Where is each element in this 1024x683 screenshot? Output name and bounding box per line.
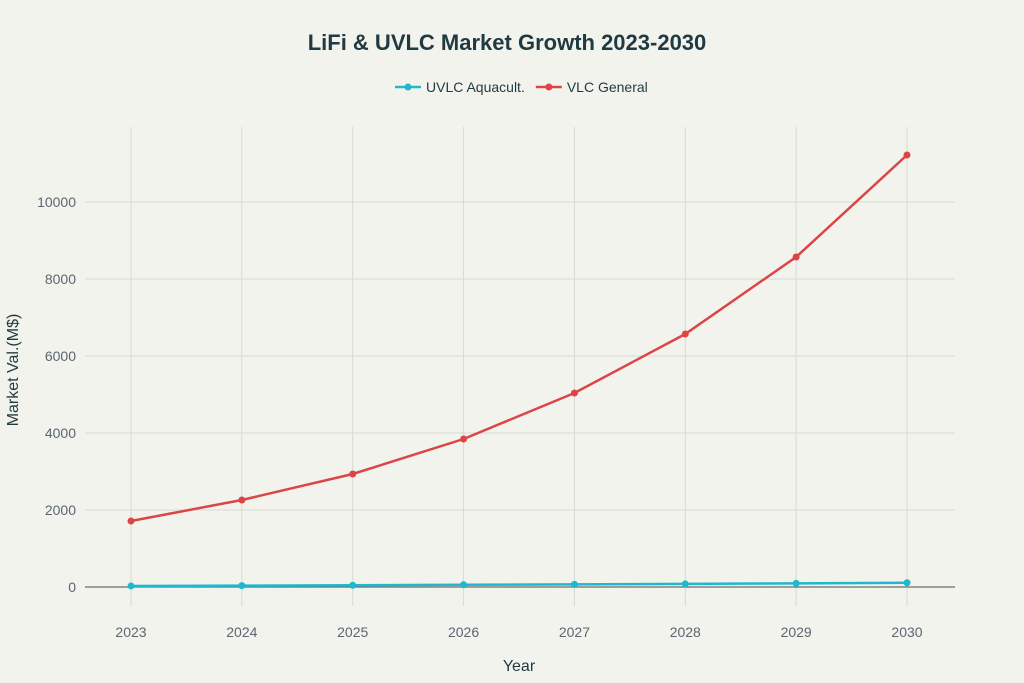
data-point	[127, 517, 135, 525]
data-point	[792, 579, 800, 587]
series-line-1	[130, 154, 908, 523]
data-point	[349, 470, 357, 478]
x-tick-label: 2027	[559, 624, 590, 640]
legend-marker	[404, 83, 412, 91]
grid	[85, 127, 955, 606]
legend-marker	[545, 83, 553, 91]
x-tick-label: 2025	[337, 624, 368, 640]
data-point	[681, 330, 689, 338]
legend-label: UVLC Aquacult.	[426, 79, 525, 95]
x-axis-label: Year	[503, 658, 536, 675]
data-point	[460, 435, 468, 443]
data-point	[127, 582, 135, 590]
data-point	[903, 579, 911, 587]
legend: UVLC Aquacult. VLC General	[395, 79, 648, 95]
data-point	[681, 580, 689, 588]
y-tick-label: 6000	[45, 348, 76, 364]
y-tick-label: 0	[68, 579, 76, 595]
y-tick-label: 10000	[37, 194, 76, 210]
x-tick-label: 2023	[115, 624, 146, 640]
legend-label: VLC General	[567, 79, 648, 95]
x-tick-label: 2028	[670, 624, 701, 640]
data-point	[238, 496, 246, 504]
x-tick-label: 2029	[781, 624, 812, 640]
data-point	[570, 580, 578, 588]
data-point	[903, 151, 911, 159]
series-group	[127, 151, 911, 590]
x-tick-label: 2026	[448, 624, 479, 640]
ticks: 2023 2024 2025 2026 2027 2028 2029 2030 0 2000 400…	[37, 194, 923, 640]
y-tick-label: 2000	[45, 502, 76, 518]
y-axis-label: Market Val.(M$)	[5, 314, 22, 427]
data-point	[570, 389, 578, 397]
chart-title: LiFi & UVLC Market Growth 2023-2030	[308, 30, 707, 55]
data-point	[349, 581, 357, 589]
y-tick-label: 4000	[45, 425, 76, 441]
series-line-0	[130, 581, 908, 588]
data-point	[792, 253, 800, 261]
x-tick-label: 2024	[226, 624, 257, 640]
data-point	[460, 581, 468, 589]
y-tick-label: 8000	[45, 271, 76, 287]
x-tick-label: 2030	[891, 624, 922, 640]
data-point	[238, 582, 246, 590]
